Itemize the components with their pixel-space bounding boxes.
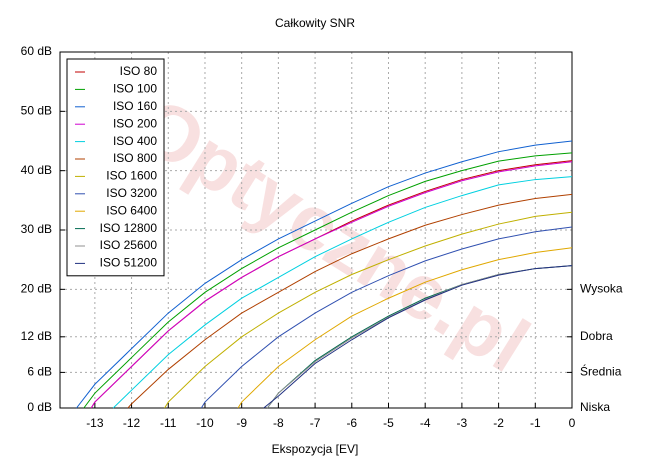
y-tick-label: 60 dB [21,44,52,58]
x-tick-label: -12 [123,416,141,430]
series-line [263,265,573,409]
series-line [76,140,573,409]
x-tick-label: -2 [493,416,504,430]
y2-tick-label: Niska [580,400,610,414]
x-tick-label: -5 [383,416,394,430]
series-line [237,247,573,409]
x-tick-label: 0 [569,416,576,430]
x-tick-label: -11 [160,416,177,430]
y-tick-label: 20 dB [21,282,52,296]
x-tick-label: -9 [236,416,247,430]
legend-label: ISO 160 [113,99,157,113]
series-line [127,193,573,409]
series-line [200,226,573,409]
legend-label: ISO 200 [113,116,157,130]
y2-tick-label: Średnia [580,364,622,379]
y-tick-label: 12 dB [21,329,52,343]
legend-label: ISO 3200 [106,186,157,200]
x-tick-label: -13 [86,416,104,430]
chart-title: Całkowity SNR [275,16,355,30]
x-tick-label: -8 [273,416,284,430]
legend-label: ISO 80 [120,64,158,78]
series-line [164,211,573,409]
legend-label: ISO 12800 [100,221,158,235]
series-line [83,152,573,409]
y-tick-label: 6 dB [27,365,52,379]
y-tick-label: 50 dB [21,104,52,118]
x-tick-label: -6 [346,416,357,430]
x-axis-label: Ekspozycja [EV] [272,442,359,456]
x-tick-label: -7 [310,416,321,430]
legend-label: ISO 400 [113,134,157,148]
series-line [112,176,573,409]
x-tick-label: -10 [196,416,214,430]
legend-label: ISO 1600 [106,169,157,183]
series-line [90,161,573,409]
y-tick-label: 30 dB [21,222,52,236]
y-tick-label: 40 dB [21,163,52,177]
legend-box [66,58,165,277]
legend-label: ISO 800 [113,151,157,165]
legend-label: ISO 25600 [100,238,158,252]
x-tick-label: -4 [420,416,431,430]
x-tick-label: -1 [530,416,541,430]
x-tick-label: -3 [457,416,468,430]
watermark: Optyczne.pl [123,80,545,389]
y2-tick-label: Dobra [580,329,613,343]
y2-tick-label: Wysoka [580,282,623,296]
y-tick-label: 0 dB [27,400,52,414]
legend-label: ISO 51200 [100,256,158,270]
legend-label: ISO 6400 [106,203,157,217]
plot-frame [59,51,573,409]
legend-label: ISO 100 [113,82,157,96]
